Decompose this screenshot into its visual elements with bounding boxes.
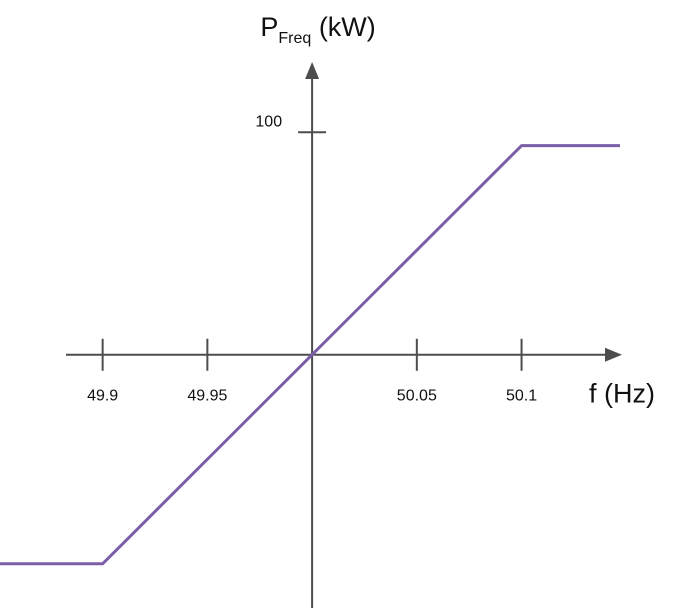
axes [66,62,622,608]
y-axis-title-subscript: Freq [278,30,311,47]
series-line [0,144,620,566]
x-tick-label: 50.1 [506,388,537,405]
y-axis-arrow [305,62,320,79]
y-axis-title-main: P [260,12,278,42]
y-axis-title: PFreq (kW) [260,12,375,47]
x-axis-arrow [605,347,622,362]
y-axis-title-unit: (kW) [311,12,375,42]
y-tick-label: 100 [255,113,282,130]
x-tick-label: 49.9 [87,388,118,405]
x-tick-label: 49.95 [187,388,227,405]
ticks: 49.9 49.95 50.05 50.1 100 [87,113,537,404]
series [0,144,620,566]
x-tick-label: 50.05 [397,388,437,405]
x-axis-title: f (Hz) [589,379,655,409]
axis-labels: PFreq (kW) f (Hz) [260,12,655,409]
